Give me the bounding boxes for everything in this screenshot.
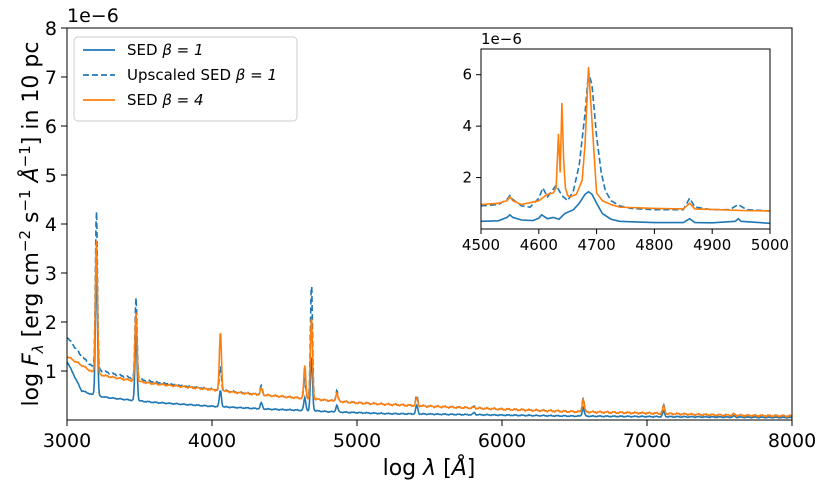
inset-y-tick-label: 2 (462, 169, 472, 187)
legend-label-prefix: SED (127, 91, 162, 109)
inset-x-tick-label: 5000 (751, 236, 789, 254)
main-y-tick-label: 5 (45, 165, 57, 187)
main-y-tick-label: 4 (45, 214, 57, 236)
inset-x-tick-label: 4800 (635, 236, 673, 254)
inset-series-sed-beta1-line (481, 190, 770, 225)
inset-plot: 4500 4600 4700 4800 4900 5000 2 4 6 1e−6 (462, 30, 789, 254)
legend-label-math: β = 1 (161, 41, 203, 59)
inset-x-tick-label: 4700 (578, 236, 616, 254)
main-x-tick-label: 7000 (623, 430, 671, 452)
legend-label-math: β = 4 (161, 91, 203, 109)
legend-label-1: SED β = 1 (127, 41, 204, 59)
inset-x-tick-label: 4500 (462, 236, 500, 254)
main-y-tick-label: 3 (45, 263, 57, 285)
inset-y-tick-label: 6 (462, 66, 472, 84)
inset-y-tick-label: 4 (462, 117, 472, 135)
main-x-tick-label: 5000 (333, 430, 381, 452)
main-y-tick-label: 8 (45, 18, 57, 40)
main-series-sed-beta4-line (67, 240, 792, 418)
main-x-tick-label: 4000 (188, 430, 236, 452)
main-x-tick-label: 3000 (43, 430, 91, 452)
legend-label-math: β = 1 (235, 66, 277, 84)
main-y-tick-label: 1 (45, 361, 57, 383)
inset-series-group (481, 66, 770, 225)
inset-plot-frame (480, 48, 771, 230)
main-series-sed-beta1-line (67, 264, 792, 419)
legend-label-3: SED β = 4 (127, 91, 204, 109)
inset-series-sed-beta4-line (481, 66, 770, 212)
inset-plot-area (481, 49, 770, 229)
main-x-axis-label: log λ [Å] (383, 454, 476, 481)
inset-y-offset-text: 1e−6 (481, 30, 522, 48)
main-series-group (67, 211, 792, 419)
main-y-offset-text: 1e−6 (67, 5, 119, 27)
main-y-tick-label: 7 (45, 67, 57, 89)
inset-x-tick-label: 4600 (520, 236, 558, 254)
legend-box (73, 36, 298, 122)
inset-y-ticks: 2 4 6 (462, 66, 481, 187)
legend-label-prefix: Upscaled SED (127, 66, 236, 84)
inset-x-ticks: 4500 4600 4700 4800 4900 5000 (462, 229, 789, 254)
main-y-ticks: 1 2 3 4 5 6 7 8 (45, 18, 67, 383)
main-x-ticks: 3000 4000 5000 6000 7000 8000 (43, 420, 816, 452)
legend-label-prefix: SED (127, 41, 162, 59)
main-x-tick-label: 8000 (768, 430, 816, 452)
legend-label-2: Upscaled SED β = 1 (127, 66, 277, 84)
main-x-tick-label: 6000 (478, 430, 526, 452)
inset-x-tick-label: 4900 (693, 236, 731, 254)
main-y-tick-label: 2 (45, 312, 57, 334)
main-y-tick-label: 6 (45, 116, 57, 138)
